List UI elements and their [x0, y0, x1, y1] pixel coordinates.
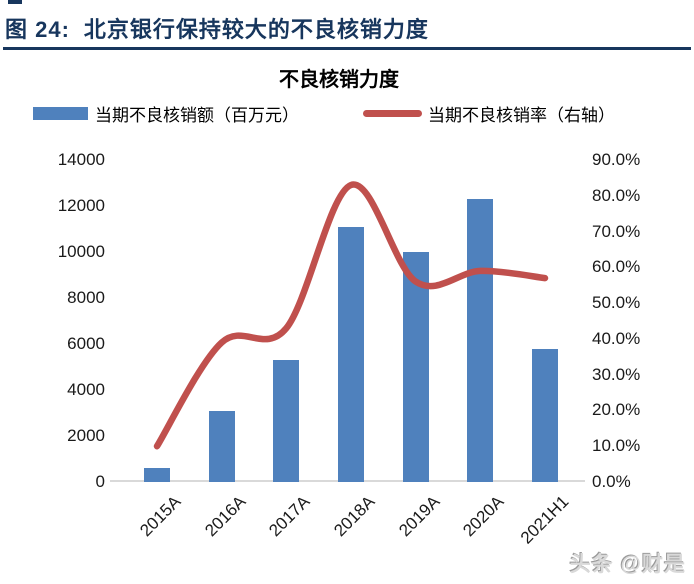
x-axis-label-2015A: 2015A: [136, 492, 185, 541]
left-axis-tick-label: 8000: [67, 288, 105, 307]
bar-series-swatch: [33, 106, 88, 120]
right-axis-tick-label: 60.0%: [592, 257, 641, 277]
right-axis-tick-label: 20.0%: [592, 400, 641, 420]
bar-2017A: [273, 360, 300, 482]
x-axis-label-2020A: 2020A: [459, 492, 508, 541]
toutiao-watermark: 头条 @财是: [569, 553, 686, 576]
bar-2021H1: [532, 348, 559, 482]
line-series-label: 当期不良核销率（右轴）: [428, 105, 615, 125]
chart-title: 不良核销力度: [279, 69, 399, 91]
bar-2015A: [144, 468, 170, 482]
cropped-text-artifact: [8, 0, 22, 4]
left-axis-tick-label: 12000: [57, 196, 105, 215]
right-axis-tick-label: 80.0%: [592, 185, 641, 205]
x-axis-label-2018A: 2018A: [330, 492, 379, 541]
figure-title: 北京银行保持较大的不良核销力度: [83, 17, 429, 42]
legend-item-line-series: 当期不良核销率（右轴）: [363, 100, 615, 126]
x-axis-label-2021H1: 2021H1: [516, 492, 573, 548]
figure-heading: 图 24: 北京银行保持较大的不良核销力度: [5, 12, 689, 44]
legend-item-bar-series: 当期不良核销额（百万元）: [33, 100, 299, 126]
right-axis-tick-label: 40.0%: [592, 328, 641, 348]
bar-2016A: [208, 410, 235, 482]
heading-divider-rule: [3, 47, 691, 50]
left-axis-tick-label: 10000: [57, 242, 105, 261]
left-axis-tick-label: 14000: [57, 150, 105, 169]
left-axis-tick-label: 2000: [67, 426, 105, 445]
x-axis-label-2019A: 2019A: [394, 492, 444, 541]
figure-number-label: 图 24:: [5, 17, 70, 42]
right-axis-tick-label: 10.0%: [592, 436, 641, 456]
right-axis-tick-label: 0.0%: [592, 472, 631, 491]
bar-2019A: [402, 252, 429, 482]
x-axis-label-2017A: 2017A: [265, 492, 314, 541]
line-series-swatch: [363, 109, 422, 117]
right-axis-tick-label: 50.0%: [592, 293, 641, 313]
right-axis-tick-label: 90.0%: [592, 150, 641, 169]
left-axis-tick-label: 6000: [67, 334, 105, 353]
right-axis-tick-label: 70.0%: [592, 221, 641, 241]
right-axis-tick-label: 30.0%: [592, 364, 641, 384]
left-axis-tick-label: 0: [95, 472, 105, 491]
bar-series-label: 当期不良核销额（百万元）: [95, 105, 299, 125]
left-axis-tick-label: 4000: [67, 380, 105, 399]
x-axis-label-2016A: 2016A: [200, 492, 250, 541]
bar-2018A: [338, 226, 364, 482]
bar-2020A: [467, 199, 494, 482]
